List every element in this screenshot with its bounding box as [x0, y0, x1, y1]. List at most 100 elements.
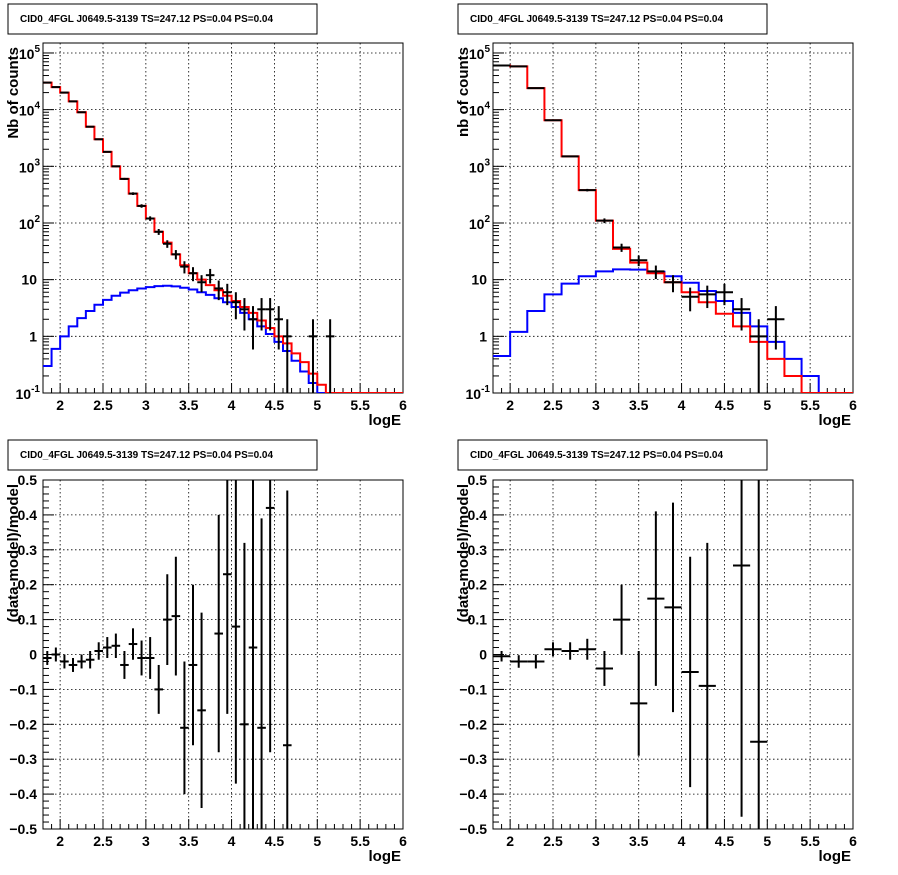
data-point	[77, 111, 86, 114]
y-tick-label: 10	[21, 272, 37, 288]
residual-point	[197, 612, 206, 809]
y-tick-label: −0.4	[9, 786, 37, 802]
residual-point	[111, 633, 121, 658]
residual-point	[60, 654, 69, 669]
data-point	[171, 250, 181, 260]
residual-point	[85, 651, 95, 669]
data-point	[180, 261, 189, 274]
y-tick-label: 103	[19, 157, 41, 175]
x-tick-label: 5	[763, 397, 771, 413]
x-tick-label: 2.5	[93, 397, 113, 413]
data-point	[715, 283, 733, 306]
residual-point	[163, 574, 172, 665]
x-tick-label: 4	[228, 833, 236, 849]
x-tick-label: 4	[678, 397, 686, 413]
x-ticks	[42, 819, 404, 829]
chart-title-box	[7, 3, 318, 35]
y-tick-label: −0.5	[459, 821, 487, 837]
x-axis-title: logE	[819, 412, 852, 429]
data-point	[240, 298, 249, 331]
data-point	[94, 138, 103, 141]
y-tick-label: 102	[469, 214, 491, 232]
x-tick-label: 3.5	[179, 833, 199, 849]
data-point	[578, 188, 596, 192]
residual-point	[544, 642, 562, 657]
plot-content	[493, 64, 853, 393]
data-point	[681, 287, 699, 312]
data-point	[128, 192, 138, 195]
data-point	[561, 155, 579, 158]
residual-point	[94, 642, 103, 660]
x-tick-label: 5.5	[350, 833, 370, 849]
data-point	[137, 204, 146, 208]
data-point	[308, 319, 318, 393]
y-tick-label: 102	[19, 214, 41, 232]
data-point	[595, 218, 613, 224]
y-tick-label: 0.3	[18, 542, 38, 558]
data-point	[163, 240, 172, 248]
x-axis-title: logE	[369, 412, 402, 429]
data-point	[733, 298, 751, 331]
data-point	[767, 306, 785, 350]
y-tick-label: 0.4	[468, 507, 488, 523]
residual-point	[231, 480, 241, 784]
residual-point	[188, 584, 198, 746]
residual-point	[493, 651, 511, 662]
plot-content	[493, 480, 768, 829]
y-axis-title: (data-model)/model	[5, 484, 22, 622]
plot-frame	[42, 42, 404, 394]
x-tick-label: 5	[763, 833, 771, 849]
y-tick-label: 105	[19, 44, 41, 62]
y-tick-label: 0.2	[18, 577, 38, 593]
chart-title: CID0_4FGL J0649.5-3139 TS=247.12 PS=0.04…	[470, 450, 723, 461]
y-tick-label: 105	[469, 44, 491, 62]
data-point	[197, 275, 206, 293]
data-point	[188, 267, 198, 282]
y-ticks	[493, 52, 504, 394]
x-tick-label: 2	[56, 833, 64, 849]
chart-title: CID0_4FGL J0649.5-3139 TS=247.12 PS=0.04…	[20, 14, 273, 25]
x-tick-label: 6	[399, 833, 407, 849]
residual-point	[51, 647, 61, 662]
x-tick-label: 4.5	[265, 833, 285, 849]
residual-point	[180, 661, 189, 795]
y-tick-label: 1	[29, 328, 37, 344]
data-point	[248, 306, 258, 350]
data-point	[664, 275, 682, 293]
source-model-series	[43, 284, 403, 393]
residual-point	[154, 664, 163, 714]
data-point	[231, 292, 241, 320]
residual-point	[595, 651, 613, 686]
residual-point	[561, 642, 579, 660]
x-tick-label: 6	[849, 397, 857, 413]
grid	[43, 43, 403, 393]
x-tick-label: 3.5	[179, 397, 199, 413]
residual-point	[223, 480, 232, 714]
y-tick-label: 0	[29, 647, 37, 663]
y-tick-label: 0	[479, 647, 487, 663]
x-axis-title: logE	[369, 848, 402, 865]
x-tick-label: 5	[313, 397, 321, 413]
data-point	[325, 319, 335, 393]
data-point	[630, 255, 648, 267]
y-tick-label: −0.4	[459, 786, 487, 802]
y-tick-label: 0.3	[468, 542, 488, 558]
data-point	[750, 319, 768, 393]
y-tick-label: −0.1	[9, 681, 37, 697]
y-tick-label: 10-1	[16, 384, 41, 402]
plot-frame	[492, 42, 854, 394]
residual-point	[733, 480, 751, 817]
y-tick-label: −0.1	[459, 681, 487, 697]
x-tick-label: 3	[142, 833, 150, 849]
residual-point	[120, 651, 129, 679]
residual-point	[681, 556, 699, 788]
x-tick-label: 2.5	[543, 397, 563, 413]
residual-point	[664, 502, 682, 713]
x-tick-label: 5	[313, 833, 321, 849]
data-point	[698, 285, 716, 309]
residual-point	[647, 511, 665, 686]
residual-point	[750, 480, 768, 829]
data-point	[85, 125, 95, 128]
data-point	[214, 280, 223, 301]
x-tick-label: 3	[592, 397, 600, 413]
